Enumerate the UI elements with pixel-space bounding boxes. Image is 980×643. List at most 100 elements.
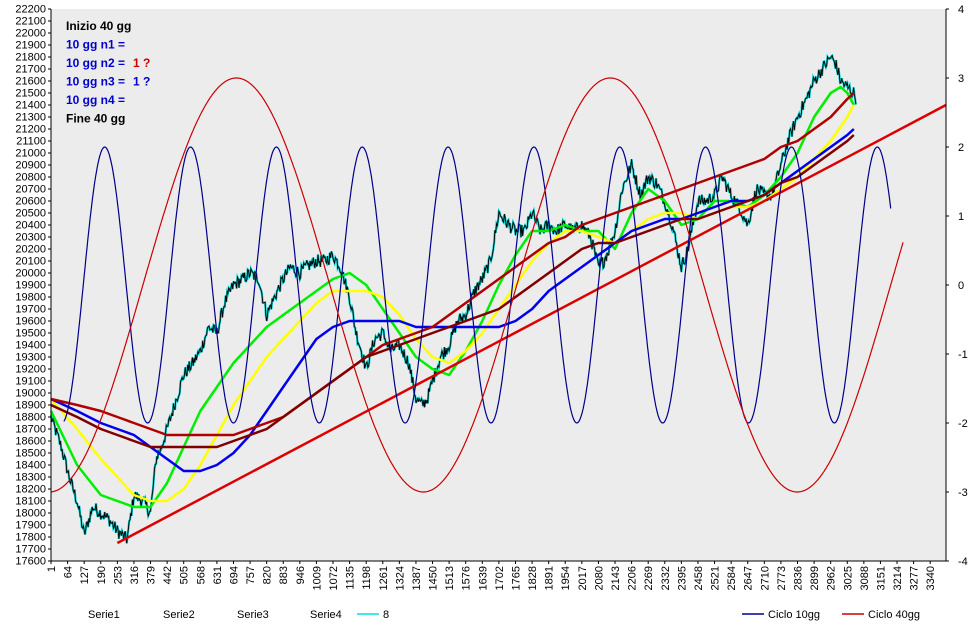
y-left-tick-label: 19400: [15, 340, 46, 352]
y-left-tick-label: 18900: [15, 400, 46, 412]
x-tick-label: 2080: [593, 566, 605, 590]
x-tick-label: 2647: [743, 566, 755, 590]
x-tick-label: 631: [212, 566, 224, 584]
y-left-tick-label: 18800: [15, 412, 46, 424]
y-left-tick-label: 21500: [15, 88, 46, 100]
y-right-tick-label: 1: [958, 211, 964, 223]
y-left-tick-label: 20100: [15, 256, 46, 268]
legend-label: Serie3: [237, 609, 269, 621]
y-left-tick-label: 20500: [15, 208, 46, 220]
x-tick-label: 3151: [875, 566, 887, 590]
y-left-tick-label: 20300: [15, 232, 46, 244]
y-left-tick-label: 19200: [15, 364, 46, 376]
x-tick-label: 2710: [759, 566, 771, 590]
legend-label: Serie4: [310, 609, 342, 621]
y-left-tick-label: 20400: [15, 220, 46, 232]
annotation-1: Inizio 40 gg: [66, 19, 131, 33]
y-left-tick-label: 20200: [15, 244, 46, 256]
x-tick-label: 2269: [643, 566, 655, 590]
y-left-tick-label: 22000: [15, 28, 46, 40]
legend-item-2: Serie2: [163, 609, 195, 621]
x-tick-label: 1639: [477, 566, 489, 590]
y-left-tick-label: 18200: [15, 484, 46, 496]
y-left-tick-label: 19600: [15, 316, 46, 328]
x-tick-label: 2143: [610, 566, 622, 590]
y-left-tick-label: 21900: [15, 40, 46, 52]
series-cycle10: [63, 146, 892, 424]
legend-label: Ciclo 40gg: [868, 609, 920, 621]
legend-label: Serie2: [163, 609, 195, 621]
x-tick-label: 190: [96, 566, 108, 584]
y-left-tick-label: 17700: [15, 544, 46, 556]
x-tick-label: 1135: [345, 566, 357, 590]
x-tick-label: 1954: [560, 566, 572, 590]
x-tick-label: 2206: [627, 566, 639, 590]
legend-item-7: Ciclo 40gg: [842, 609, 920, 621]
y-right-tick-label: 2: [958, 142, 964, 154]
annotation-3: 10 gg n2 = 1 ?: [66, 56, 150, 70]
y-left-tick-label: 21800: [15, 52, 46, 64]
x-tick-label: 64: [63, 566, 75, 578]
x-tick-label: 2899: [809, 566, 821, 590]
x-tick-label: 820: [262, 566, 274, 584]
annotation-4: 10 gg n3 = 1 ?: [66, 75, 150, 89]
x-tick-label: 505: [179, 566, 191, 584]
x-tick-label: 2962: [826, 566, 838, 590]
series-ma_long2: [50, 134, 855, 449]
x-tick-label: 442: [162, 566, 174, 584]
y-left-tick-label: 18500: [15, 448, 46, 460]
annotation-4-value: 1 ?: [133, 75, 150, 89]
x-tick-label: 694: [228, 566, 240, 584]
series-price: [50, 54, 857, 544]
y-left-tick-label: 17800: [15, 532, 46, 544]
y-left-tick-label: 21100: [16, 136, 46, 148]
axis-layer: 1760017700178001790018000181001820018300…: [15, 4, 967, 591]
x-tick-label: 1072: [328, 566, 340, 590]
x-tick-label: 1702: [494, 566, 506, 590]
x-tick-label: 2773: [776, 566, 788, 590]
y-left-tick-label: 22200: [15, 4, 46, 16]
legend-label: Ciclo 10gg: [768, 609, 820, 621]
annotation-5: 10 gg n4 =: [66, 93, 125, 107]
legend-label: Serie1: [88, 609, 120, 621]
y-left-tick-label: 21000: [15, 148, 46, 160]
x-tick-label: 3277: [909, 566, 921, 590]
y-right-tick-label: 3: [958, 73, 964, 85]
x-tick-label: 568: [195, 566, 207, 584]
x-tick-label: 2521: [710, 566, 722, 590]
x-tick-label: 1576: [461, 566, 473, 590]
y-left-tick-label: 18000: [15, 508, 46, 520]
x-tick-label: 883: [278, 566, 290, 584]
y-left-tick-label: 19000: [15, 388, 46, 400]
y-right-tick-label: 4: [958, 4, 964, 16]
y-left-tick-label: 21600: [15, 76, 46, 88]
y-left-tick-label: 19900: [15, 280, 46, 292]
x-tick-label: 1324: [394, 566, 406, 590]
x-tick-label: 2836: [792, 566, 804, 590]
x-tick-label: 946: [295, 566, 307, 584]
y-left-tick-label: 17600: [15, 556, 46, 568]
y-right-tick-label: -4: [958, 556, 968, 568]
y-left-tick-label: 19100: [15, 376, 46, 388]
legend-item-6: Ciclo 10gg: [742, 609, 820, 621]
series-cycle40: [50, 77, 904, 493]
x-tick-label: 1513: [444, 566, 456, 590]
y-left-tick-label: 20800: [15, 172, 46, 184]
x-tick-label: 1387: [411, 566, 423, 590]
legend-label: 8: [383, 609, 389, 621]
y-left-tick-label: 20000: [15, 268, 46, 280]
legend-item-5: 8: [357, 609, 389, 621]
x-tick-label: 2332: [660, 566, 672, 590]
x-tick-label: 3340: [925, 566, 937, 590]
y-right-tick-label: 0: [958, 280, 964, 292]
legend: Serie1 Serie2 Serie3 Serie4 8 Ciclo 10gg Ciclo…: [88, 609, 920, 621]
y-left-tick-label: 20600: [15, 196, 46, 208]
x-tick-label: 1261: [378, 566, 390, 590]
x-tick-label: 2458: [693, 566, 705, 590]
legend-item-1: Serie1: [88, 609, 120, 621]
x-tick-label: 757: [245, 566, 257, 584]
annotation-3-value: 1 ?: [133, 56, 150, 70]
y-left-tick-label: 18100: [15, 496, 46, 508]
x-tick-label: 3088: [859, 566, 871, 590]
